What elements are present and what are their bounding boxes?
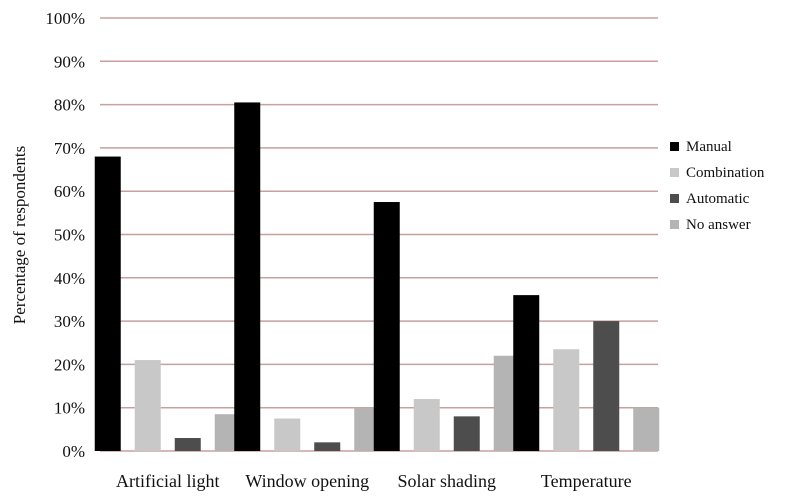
x-category-label: Artificial light [116,471,219,491]
legend-label: Automatic [686,191,750,207]
y-axis-ticks: 0% 10% 20% 30% 40% 50% 60% 70% 80% 90% 100% [45,9,85,461]
y-tick-label: 100% [45,9,85,28]
bar-combination [553,349,580,451]
y-axis-title: Percentage of respondents [10,146,29,324]
legend-label: Manual [686,139,732,155]
x-category-label: Solar shading [398,471,497,491]
x-axis-categories: Artificial light Window opening Solar shad… [116,471,632,491]
y-tick-label: 10% [54,399,85,418]
y-tick-label: 80% [54,96,85,115]
y-tick-label: 30% [54,312,85,331]
bar-manual [373,202,400,451]
legend-swatch-no-answer [670,220,679,229]
x-category-label: Window opening [245,471,369,491]
bar-manual [513,295,540,451]
bar-no-answer [633,407,660,451]
bar-automatic [174,438,201,451]
legend: Manual Combination Automatic No answer [670,139,765,233]
y-tick-label: 50% [54,226,85,245]
y-tick-label: 0% [62,442,85,461]
y-tick-label: 90% [54,52,85,71]
bar-automatic [314,442,341,451]
legend-swatch-manual [670,142,679,151]
x-category-label: Temperature [541,471,632,491]
bar-combination [134,360,161,451]
bar-combination [413,399,440,451]
y-tick-label: 40% [54,269,85,288]
bars [94,102,660,451]
bar-automatic [453,416,480,451]
bar-combination [274,418,301,451]
legend-swatch-combination [670,168,679,177]
legend-label: Combination [686,165,765,181]
bar-manual [94,156,121,451]
legend-swatch-automatic [670,194,679,203]
y-tick-label: 70% [54,139,85,158]
legend-label: No answer [686,217,751,233]
bar-automatic [593,321,620,451]
bar-manual [234,102,261,451]
y-tick-label: 20% [54,355,85,374]
y-tick-label: 60% [54,182,85,201]
